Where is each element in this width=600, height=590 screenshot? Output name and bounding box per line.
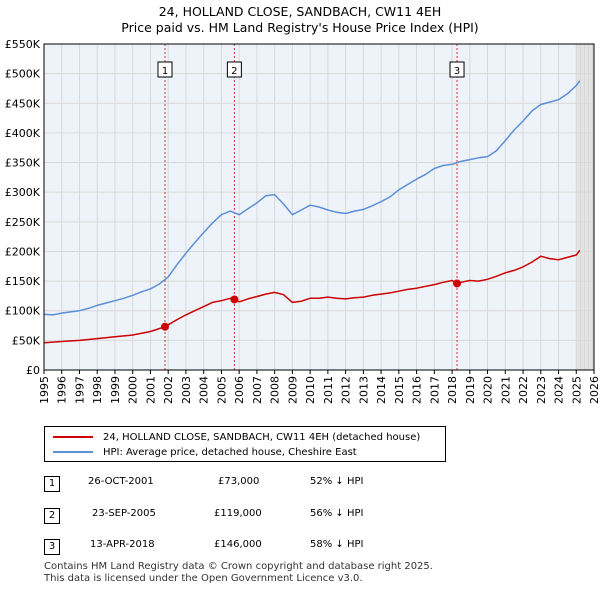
transaction-date: 23-SEP-2005: [92, 508, 156, 519]
footer-licence: This data is licensed under the Open Gov…: [44, 573, 363, 584]
x-tick-label: 2017: [428, 376, 441, 404]
legend-item-hpi: HPI: Average price, detached house, Ches…: [53, 445, 357, 459]
y-tick-label: £150K: [5, 275, 41, 288]
x-tick-label: 2024: [553, 376, 566, 404]
y-tick-label: £450K: [5, 97, 41, 110]
x-tick-label: 2006: [233, 376, 246, 404]
x-tick-label: 2014: [375, 376, 388, 404]
x-tick-label: 2018: [446, 376, 459, 404]
y-tick-label: £50K: [12, 334, 41, 347]
y-tick-label: £300K: [5, 186, 41, 199]
sale-point: [230, 295, 239, 304]
sale-marker-label: 1: [162, 66, 168, 77]
footer-copyright: Contains HM Land Registry data © Crown c…: [44, 561, 433, 572]
x-tick-label: 2019: [464, 376, 477, 404]
x-tick-label: 2022: [517, 376, 530, 404]
x-tick-label: 1999: [109, 376, 122, 404]
property-line: [43, 249, 581, 344]
x-tick-label: 2026: [588, 376, 600, 404]
legend-swatch-hpi: [53, 451, 93, 453]
x-tick-label: 1997: [73, 376, 86, 404]
y-tick-label: £550K: [5, 38, 41, 51]
sale-marker-box: [157, 61, 173, 78]
x-tick-label: 2016: [411, 376, 424, 404]
x-tick-label: 2001: [144, 376, 157, 404]
y-tick-label: £100K: [5, 305, 41, 318]
x-tick-label: 2015: [393, 376, 406, 404]
x-tick-label: 2025: [570, 376, 583, 404]
x-tick-label: 2010: [304, 376, 317, 404]
y-tick-label: £200K: [5, 245, 41, 258]
sale-marker-box: [449, 61, 465, 78]
chart-title: 24, HOLLAND CLOSE, SANDBACH, CW11 4EH: [158, 4, 442, 19]
x-tick-label: 2023: [535, 376, 548, 404]
legend-item-property: 24, HOLLAND CLOSE, SANDBACH, CW11 4EH (d…: [53, 430, 420, 444]
chart-subtitle: Price paid vs. HM Land Registry's House …: [121, 20, 479, 35]
x-tick-label: 1998: [91, 376, 104, 404]
transaction-price: £73,000: [218, 476, 260, 487]
hpi-line: [43, 80, 581, 316]
y-tick-label: £500K: [5, 68, 41, 81]
transaction-price: £146,000: [214, 539, 262, 550]
sale-marker-label: 3: [454, 66, 460, 77]
transaction-price: £119,000: [214, 508, 262, 519]
transaction-badge: 2: [44, 508, 60, 524]
y-tick-label: £350K: [5, 157, 41, 170]
x-tick-label: 1996: [56, 376, 69, 404]
x-tick-label: 2004: [198, 376, 211, 404]
y-tick-label: £0: [26, 364, 40, 377]
legend: 24, HOLLAND CLOSE, SANDBACH, CW11 4EH (d…: [44, 426, 446, 462]
x-tick-label: 2003: [180, 376, 193, 404]
transaction-hpi: 56% ↓ HPI: [310, 508, 364, 519]
transaction-badge: 3: [44, 539, 60, 555]
y-tick-label: £400K: [5, 127, 41, 140]
transaction-badge: 1: [44, 476, 60, 492]
legend-label-hpi: HPI: Average price, detached house, Ches…: [103, 446, 357, 458]
transaction-date: 13-APR-2018: [90, 539, 155, 550]
x-tick-label: 2012: [340, 376, 353, 404]
x-tick-label: 2009: [286, 376, 299, 404]
legend-label-property: 24, HOLLAND CLOSE, SANDBACH, CW11 4EH (d…: [103, 431, 421, 443]
forecast-region: [576, 44, 594, 370]
x-tick-label: 2008: [269, 376, 282, 404]
x-tick-label: 2013: [357, 376, 370, 404]
y-tick-label: £250K: [5, 216, 41, 229]
x-tick-label: 2007: [251, 376, 264, 404]
transaction-hpi: 58% ↓ HPI: [310, 539, 364, 550]
sale-point: [161, 322, 169, 331]
x-tick-label: 2011: [322, 376, 335, 404]
transaction-hpi: 52% ↓ HPI: [310, 476, 364, 487]
sale-marker-label: 2: [231, 66, 237, 77]
x-tick-label: 2005: [215, 376, 228, 404]
transaction-date: 26-OCT-2001: [88, 476, 154, 487]
sale-point: [453, 279, 462, 288]
x-tick-label: 2020: [482, 376, 495, 404]
x-tick-label: 2021: [499, 376, 512, 404]
x-tick-label: 2002: [162, 376, 175, 404]
price-chart: £0 £50K £100K £150K £200K £250K £300K £350K £400…: [5, 38, 600, 404]
plot-frame: [43, 43, 595, 371]
legend-swatch-property: [53, 436, 93, 438]
sale-marker-box: [226, 61, 242, 78]
x-tick-label: 1995: [38, 376, 51, 404]
x-tick-label: 2000: [127, 376, 140, 404]
